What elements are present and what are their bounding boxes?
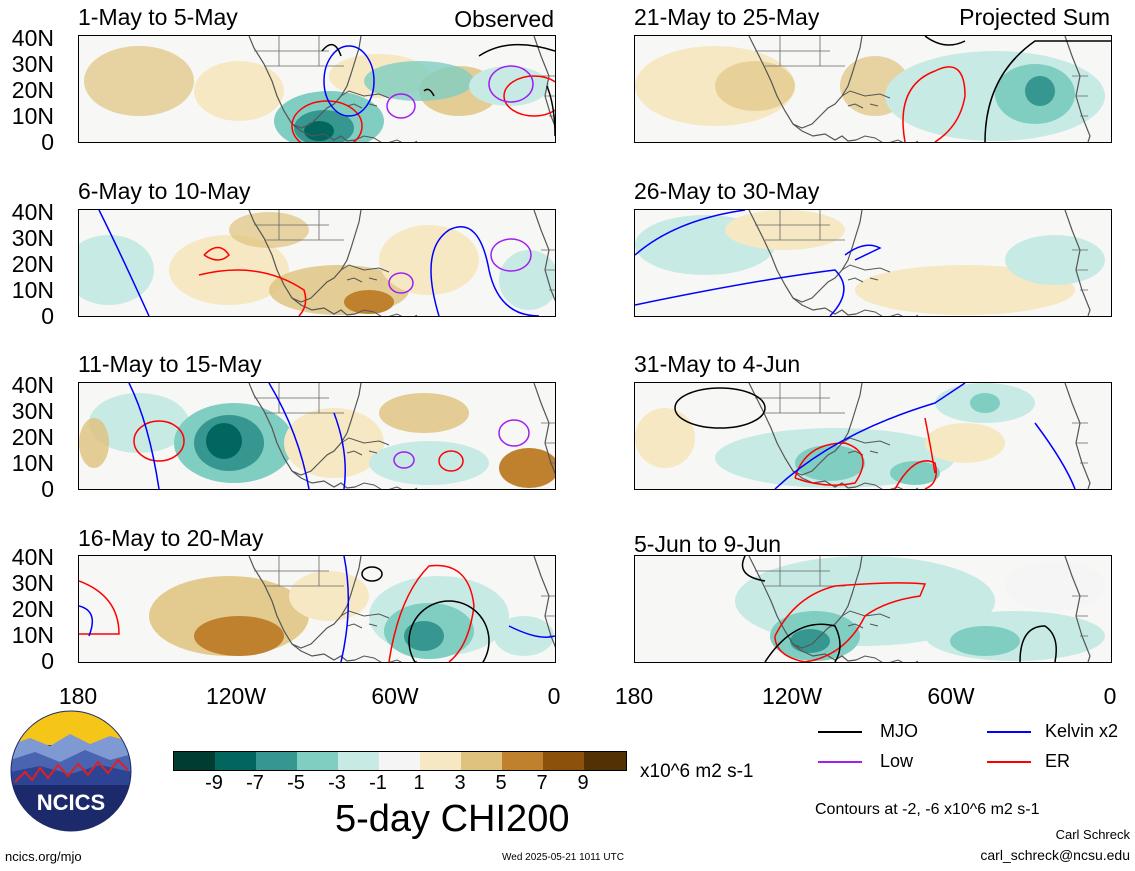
panel-5-corner-label: Projected Sum: [959, 4, 1110, 30]
contour-note: Contours at -2, -6 x10^6 m2 s-1: [815, 801, 1040, 818]
y-tick: 40N: [11, 544, 54, 570]
y-tick: 20N: [11, 424, 54, 450]
main-title: 5-day CHI200: [335, 798, 570, 840]
map-panel-6: [634, 209, 1112, 317]
y-tick: 10N: [11, 622, 54, 648]
panel-1-corner-label: Observed: [454, 6, 554, 32]
legend-swatch-low: [818, 761, 862, 763]
colorbar-tick: -1: [369, 772, 387, 794]
y-tick: 20N: [11, 251, 54, 277]
y-tick: 0: [41, 648, 54, 674]
colorbar-tick: -9: [205, 772, 223, 794]
y-tick: 0: [41, 476, 54, 502]
colorbar-swatch: [420, 752, 461, 770]
colorbar-tick: -3: [328, 772, 346, 794]
panel-8-title: 5-Jun to 9-Jun: [634, 531, 782, 557]
map-panel-3: [78, 382, 556, 490]
colorbar: [173, 751, 627, 771]
colorbar-tick: 7: [536, 772, 548, 794]
colorbar-swatch: [461, 752, 502, 770]
panel-6-title: 26-May to 30-May: [634, 178, 820, 204]
colorbar-swatch: [584, 752, 626, 770]
x-tick: 60W: [371, 683, 419, 709]
colorbar-swatch: [502, 752, 543, 770]
colorbar-tick: -7: [246, 772, 264, 794]
legend-label-mjo: MJO: [880, 721, 918, 741]
panel-7-title: 31-May to 4-Jun: [634, 351, 801, 377]
colorbar-tick: 3: [454, 772, 466, 794]
y-tick: 40N: [11, 199, 54, 225]
colorbar-swatch: [297, 752, 338, 770]
map-panel-5: [634, 35, 1112, 143]
y-tick: 0: [41, 303, 54, 329]
y-tick: 10N: [11, 277, 54, 303]
y-tick: 20N: [11, 596, 54, 622]
ncics-logo: NCICS: [10, 710, 132, 832]
panel-1-title: 1-May to 5-May: [78, 4, 238, 30]
legend-label-kelvin: Kelvin x2: [1045, 721, 1119, 741]
map-panel-7: [634, 382, 1112, 490]
y-tick: 30N: [11, 570, 54, 596]
author-name: Carl Schreck: [1055, 827, 1130, 842]
legend-swatch-er: [987, 761, 1031, 763]
colorbar-swatch: [338, 752, 379, 770]
y-tick: 30N: [11, 398, 54, 424]
x-tick: 0: [1103, 683, 1117, 709]
x-tick: 60W: [927, 683, 975, 709]
x-tick: 180: [58, 683, 98, 709]
x-tick: 120W: [761, 683, 823, 709]
y-tick: 40N: [11, 372, 54, 398]
colorbar-swatch: [379, 752, 420, 770]
panel-2-title: 6-May to 10-May: [78, 178, 251, 204]
panel-4-title: 16-May to 20-May: [78, 525, 264, 551]
colorbar-units: x10^6 m2 s-1: [640, 761, 754, 782]
y-tick: 10N: [11, 103, 54, 129]
y-tick: 30N: [11, 225, 54, 251]
colorbar-tick: 1: [413, 772, 425, 794]
x-tick: 180: [614, 683, 654, 709]
y-tick: 0: [41, 129, 54, 155]
logo-text: NCICS: [37, 790, 105, 815]
panel-5-title: 21-May to 25-May: [634, 4, 820, 30]
y-tick: 40N: [11, 25, 54, 51]
colorbar-swatch: [256, 752, 297, 770]
y-tick: 10N: [11, 450, 54, 476]
panel-3-title: 11-May to 15-May: [78, 351, 262, 377]
colorbar-swatch: [174, 752, 215, 770]
x-tick: 0: [547, 683, 561, 709]
map-panel-8: [634, 555, 1112, 663]
y-tick: 30N: [11, 51, 54, 77]
legend-swatch-kelvin: [987, 731, 1031, 733]
colorbar-tick: 9: [577, 772, 589, 794]
colorbar-tick: 5: [495, 772, 507, 794]
legend-label-er: ER: [1045, 751, 1071, 771]
colorbar-tick: -5: [287, 772, 305, 794]
map-panel-1: [78, 35, 556, 143]
y-tick: 20N: [11, 77, 54, 103]
map-panel-2: [78, 209, 556, 317]
colorbar-swatch: [215, 752, 256, 770]
colorbar-swatch: [543, 752, 584, 770]
legend-swatch-mjo: [818, 731, 862, 733]
author-email[interactable]: carl_schreck@ncsu.edu: [980, 847, 1130, 863]
legend-label-low: Low: [880, 751, 914, 771]
map-panel-4: [78, 555, 556, 663]
timestamp: Wed 2025-05-21 1011 UTC: [502, 852, 624, 863]
website-link[interactable]: ncics.org/mjo: [5, 849, 82, 864]
x-tick: 120W: [205, 683, 267, 709]
